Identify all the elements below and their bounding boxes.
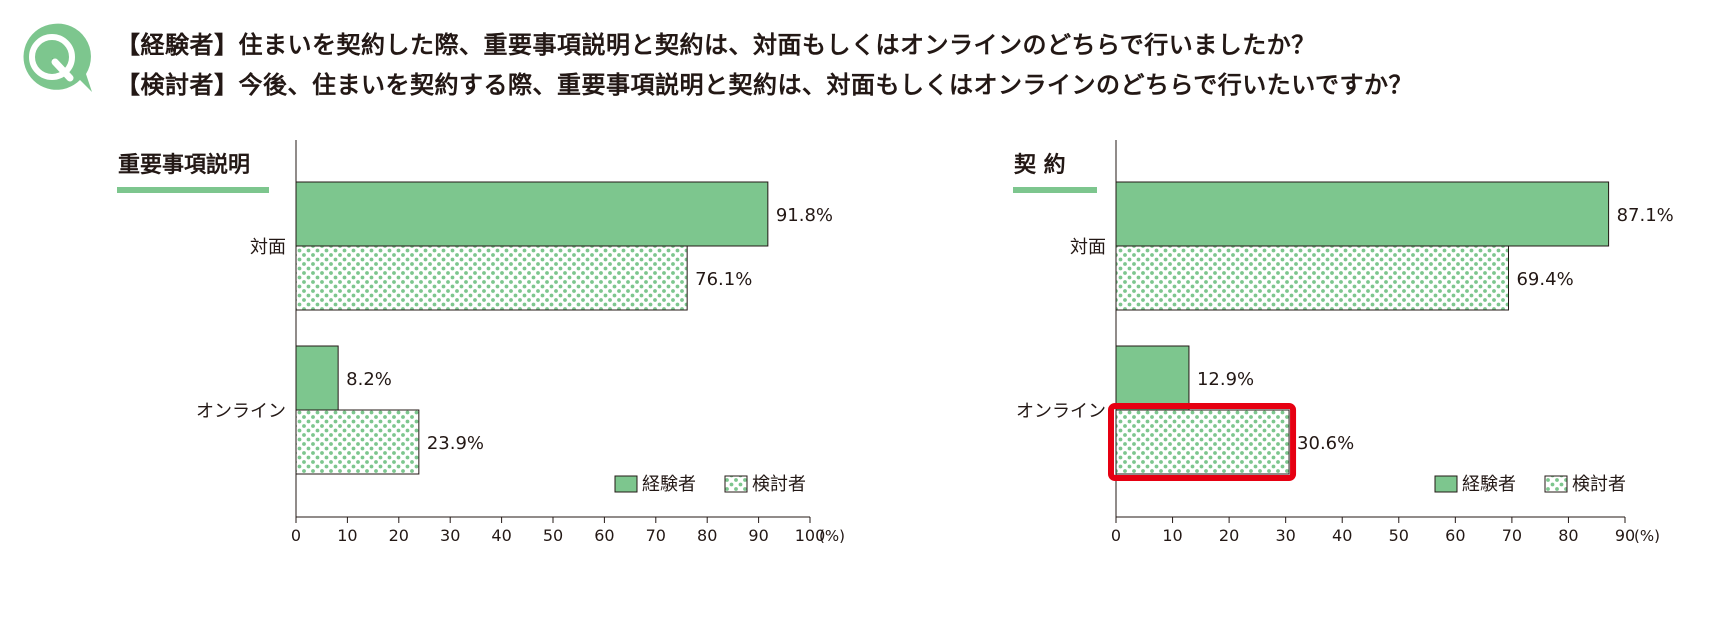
legend-swatch-considering (724, 475, 748, 493)
legend-label-experienced: 経験者 (1462, 474, 1516, 495)
question-line-1: 【経験者】住まいを契約した際、重要事項説明と契約は、対面もしくはオンラインのどち… (116, 31, 1316, 59)
legend-label-experienced: 経験者 (642, 474, 696, 495)
q-badge-icon: Q (23, 23, 92, 93)
legend-label-considering: 検討者 (752, 474, 806, 495)
data-label: 12.9% (1197, 369, 1254, 390)
x-axis-unit: (%) (819, 527, 845, 545)
x-tick-label: 60 (594, 526, 614, 545)
legend-swatch-experienced (614, 475, 638, 493)
bar-considering (295, 245, 688, 311)
category-label: オンライン (1016, 401, 1106, 422)
category-label: 対面 (250, 237, 286, 258)
category-label: 対面 (1070, 237, 1106, 258)
bar-experienced (1115, 181, 1610, 247)
x-tick-label: 40 (1332, 526, 1352, 545)
x-tick-label: 30 (1275, 526, 1295, 545)
chart-title-underline (1013, 187, 1097, 193)
highlight-box (1108, 403, 1297, 481)
x-tick-label: 80 (1558, 526, 1578, 545)
data-label: 87.1% (1617, 205, 1674, 226)
bar-considering (295, 409, 420, 475)
x-tick-label: 80 (697, 526, 717, 545)
x-tick-label: 20 (389, 526, 409, 545)
bar-experienced (1115, 345, 1190, 411)
x-tick-label: 40 (491, 526, 511, 545)
category-label: オンライン (196, 401, 286, 422)
legend-swatch-considering (1544, 475, 1568, 493)
bar-considering (1115, 245, 1509, 311)
x-tick-label: 20 (1219, 526, 1239, 545)
x-tick-label: 10 (1162, 526, 1182, 545)
data-label: 30.6% (1297, 433, 1354, 454)
chart-contract: 契 約 0 10 20 30 40 50 60 70 80 90(%) 対面 87.1% 69.4% オンラ… (1013, 140, 1674, 545)
chart-title: 重要事項説明 (118, 152, 250, 178)
x-tick-label: 90 (748, 526, 768, 545)
x-tick-label: 100 (795, 526, 826, 545)
data-label: 23.9% (427, 433, 484, 454)
data-label: 76.1% (695, 269, 752, 290)
x-tick-label: 70 (646, 526, 666, 545)
legend-swatch-experienced (1434, 475, 1458, 493)
chart-explanation: 重要事項説明 0 10 20 30 40 50 60 70 80 90 100(%) 対面 91.8% 76… (117, 140, 845, 545)
chart-title-underline (117, 187, 269, 193)
x-tick-label: 0 (1111, 526, 1121, 545)
x-tick-label: 10 (337, 526, 357, 545)
bar-considering (1115, 409, 1290, 475)
chart-title: 契 約 (1013, 152, 1066, 178)
x-tick-label: 60 (1445, 526, 1465, 545)
x-tick-label: 30 (440, 526, 460, 545)
x-axis-unit: (%) (1634, 527, 1660, 545)
bar-experienced (295, 181, 769, 247)
question-line-2: 【検討者】今後、住まいを契約する際、重要事項説明と契約は、対面もしくはオンライン… (116, 71, 1414, 99)
legend-label-considering: 検討者 (1572, 474, 1626, 495)
x-tick-label: 50 (543, 526, 563, 545)
data-label: 8.2% (346, 369, 392, 390)
x-tick-label: 0 (291, 526, 301, 545)
x-tick-label: 70 (1502, 526, 1522, 545)
bar-experienced (295, 345, 339, 411)
data-label: 91.8% (776, 205, 833, 226)
q-badge-letter: Q (52, 58, 53, 60)
x-tick-label: 90 (1615, 526, 1635, 545)
data-label: 69.4% (1516, 269, 1573, 290)
x-tick-label: 50 (1389, 526, 1409, 545)
